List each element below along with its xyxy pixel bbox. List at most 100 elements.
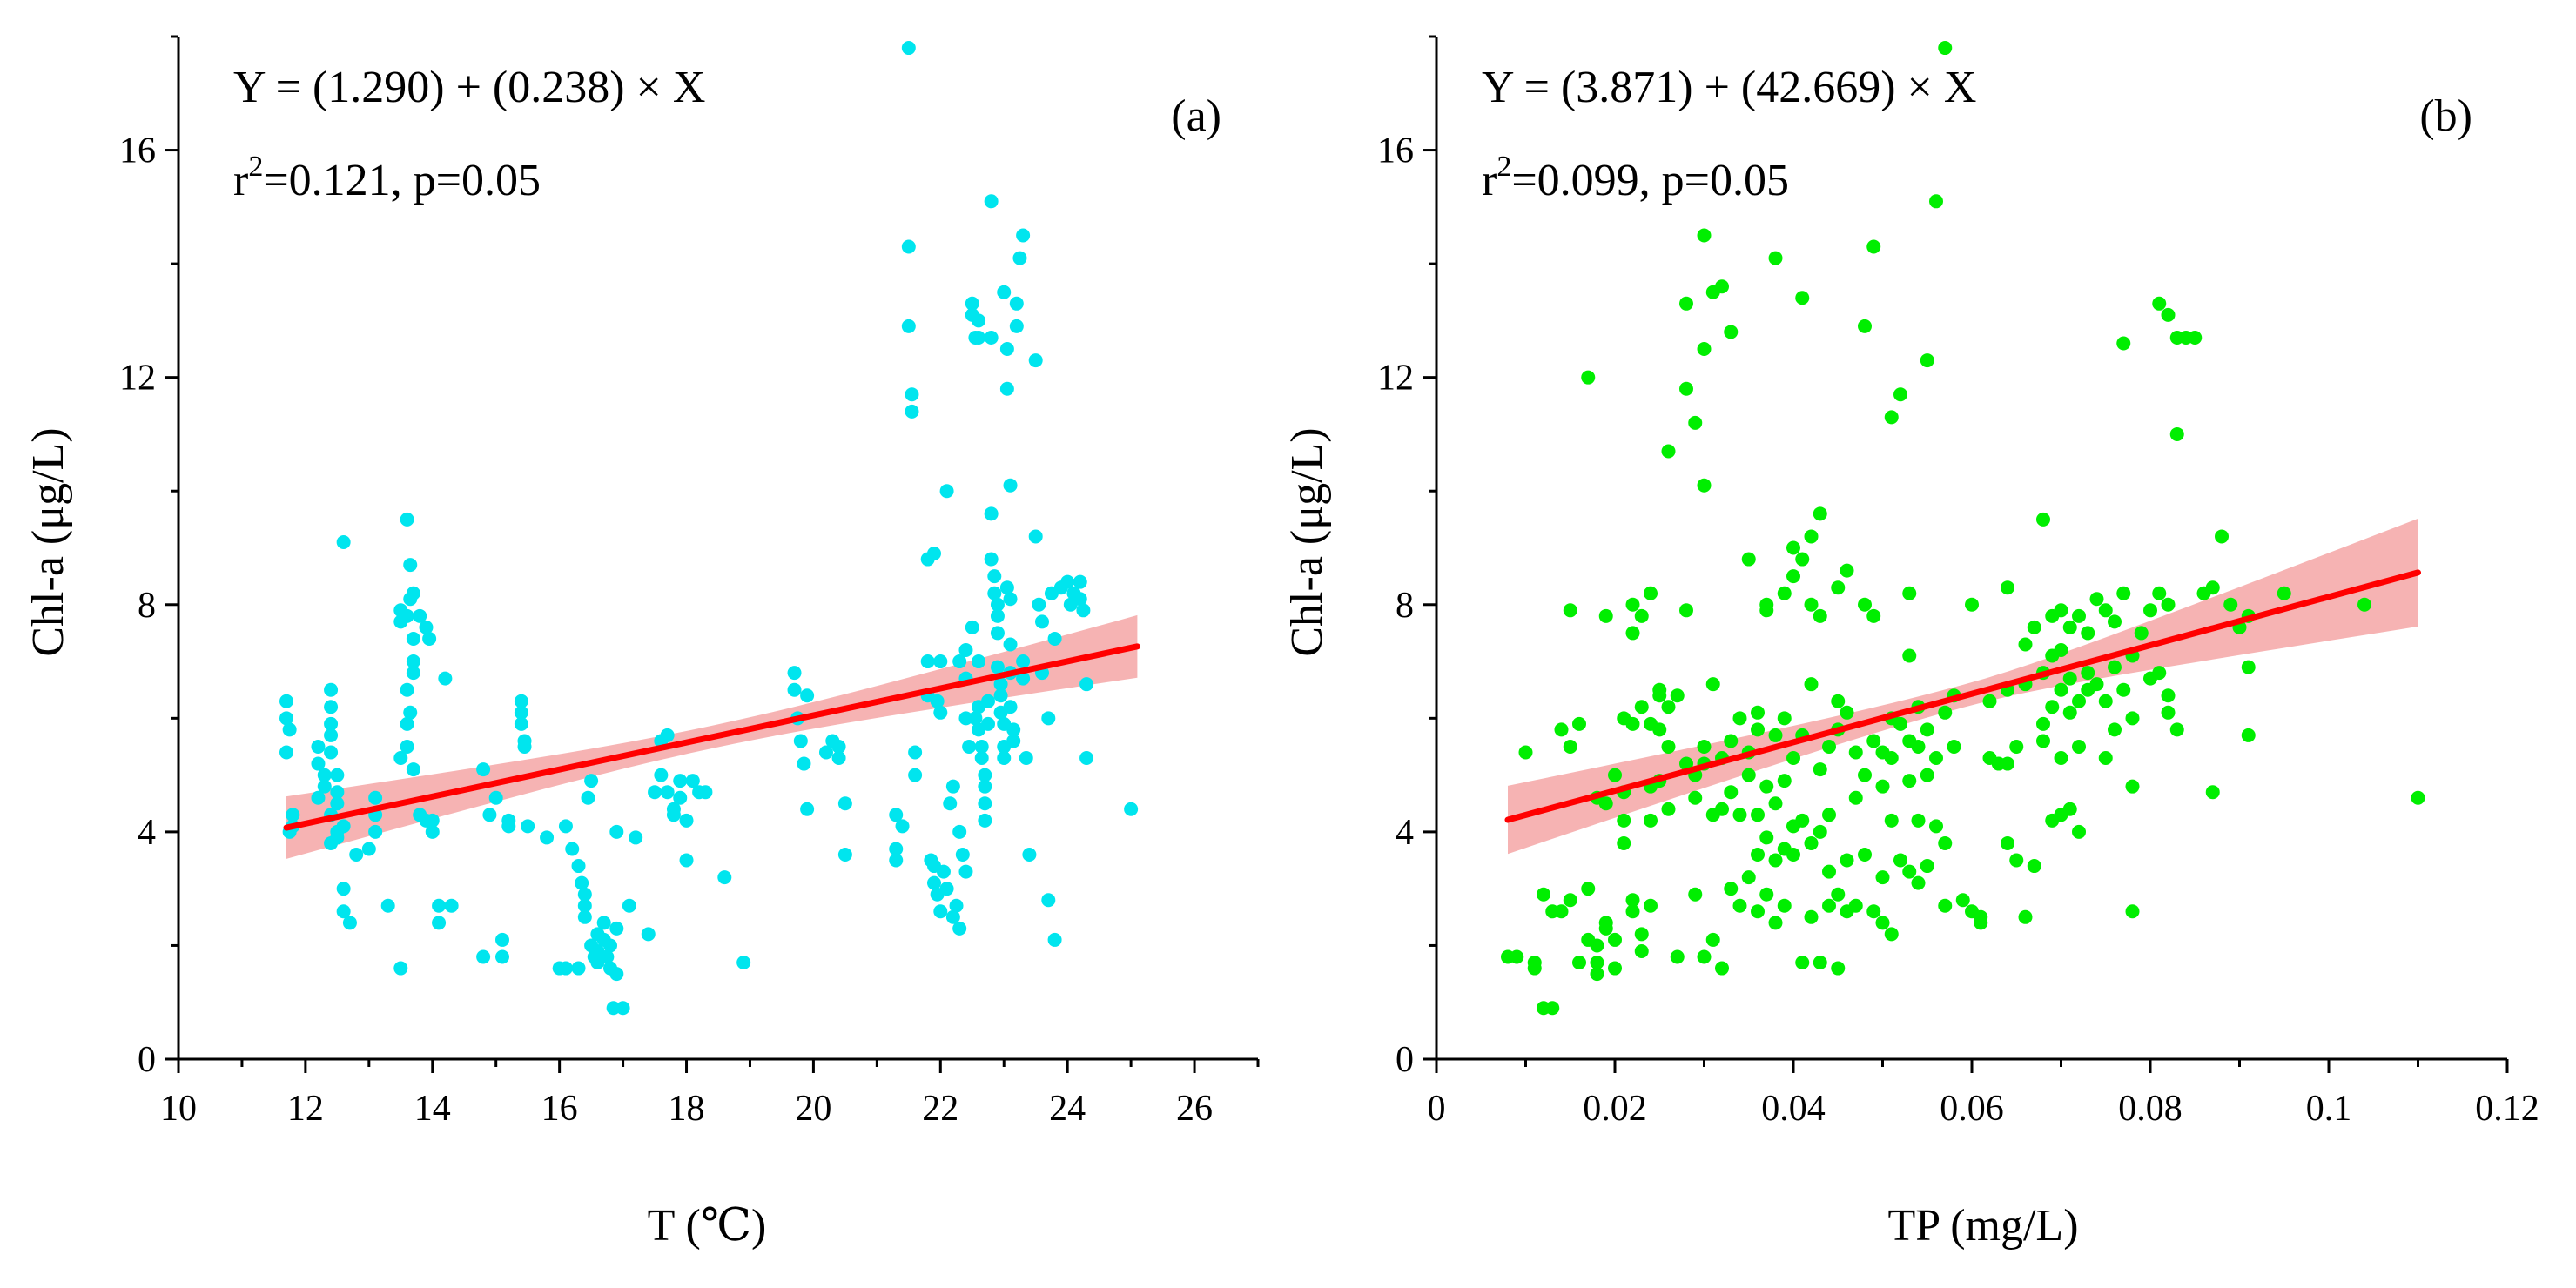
panel-b-data-point — [1858, 319, 1872, 333]
panel-b-data-point — [1777, 711, 1792, 726]
panel-a-data-point — [673, 790, 688, 805]
panel-b-data-point — [1813, 956, 1827, 970]
panel-b-data-point — [1751, 722, 1765, 737]
panel-b-data-point — [1929, 819, 1943, 834]
panel-a-data-point — [482, 808, 497, 822]
panel-b-data-point — [1679, 381, 1693, 396]
panel-b-data-point — [1697, 342, 1712, 357]
panel-a-x-axis-title: T (℃) — [648, 1201, 767, 1251]
panel-b-data-point — [2009, 739, 2024, 754]
panel-b-data-point — [2277, 586, 2291, 600]
panel-a-data-point — [1028, 529, 1043, 544]
panel-a-data-point — [1076, 603, 1091, 618]
panel-b-data-point — [2054, 682, 2068, 697]
panel-b-data-point — [1688, 887, 1703, 902]
panel-a-data-point — [432, 916, 447, 930]
panel-a-data-point — [279, 711, 293, 726]
panel-a-data-point — [282, 722, 297, 737]
panel-b-data-point — [1652, 722, 1667, 737]
panel-a: Y = (1.290) + (0.238) × X r2=0.121, p=0.… — [24, 35, 1260, 1251]
panel-b-data-point — [1902, 774, 1917, 788]
panel-a-data-point — [393, 961, 408, 976]
panel-b-data-point — [1813, 506, 1827, 521]
panel-a-data-point — [1035, 614, 1049, 629]
panel-b-data-point — [1929, 194, 1943, 209]
panel-a-data-point — [565, 842, 580, 856]
panel-a-data-point — [603, 938, 617, 953]
panel-a-data-point — [368, 824, 383, 839]
panel-a-data-point — [571, 961, 586, 976]
panel-a-data-point — [324, 716, 339, 731]
panel-b-data-point — [1625, 626, 1640, 641]
panel-a-data-point — [952, 824, 967, 839]
panel-b-data-point — [2134, 626, 2149, 641]
panel-a-data-point — [978, 779, 992, 794]
panel-b-data-point — [2054, 751, 2068, 766]
panel-b-data-point — [1911, 813, 1926, 828]
panel-b-data-point — [2161, 705, 2176, 720]
panel-a-data-point — [800, 688, 815, 703]
panel-b-data-point — [2205, 785, 2220, 800]
panel-a-data-point — [1073, 574, 1087, 589]
panel-a-data-point — [558, 961, 573, 976]
panel-b-data-point — [2027, 620, 2041, 634]
panel-a-data-point — [793, 734, 808, 748]
panel-a-data-point — [660, 728, 675, 742]
panel-b-data-point — [2116, 682, 2131, 697]
panel-a-data-point — [400, 512, 414, 527]
panel-b-data-point — [2054, 603, 2068, 618]
panel-b-data-point — [1644, 586, 1658, 600]
panel-b-data-point — [1590, 967, 1604, 982]
panel-b-data-point — [1625, 716, 1640, 731]
panel-b-data-point — [2152, 586, 2167, 600]
panel-a-y-tick-label: 0 — [138, 1040, 156, 1080]
panel-a-data-point — [905, 387, 919, 402]
panel-b-data-point — [1875, 779, 1890, 794]
panel-b-data-point — [1813, 762, 1827, 777]
panel-a-data-point — [406, 586, 420, 600]
panel-b-data-point — [2125, 904, 2140, 919]
panel-b-data-point — [1732, 711, 1747, 726]
panel-b-data-point — [2241, 660, 2256, 674]
panel-a-data-point — [679, 853, 694, 868]
panel-b-x-tick-label: 0.06 — [1940, 1089, 2004, 1129]
panel-b-data-point — [1751, 705, 1765, 720]
panel-a-x-tick-label: 26 — [1176, 1089, 1213, 1129]
panel-b-y-tick-label: 4 — [1396, 813, 1414, 853]
panel-a-data-point — [889, 853, 904, 868]
panel-a-data-point — [413, 608, 427, 623]
panel-a-data-point — [999, 342, 1014, 357]
panel-b-data-point — [1768, 796, 1783, 811]
panel-b-data-point — [1822, 898, 1836, 913]
panel-b-data-point — [1751, 848, 1765, 862]
panel-b-data-point — [2072, 694, 2086, 708]
panel-b-data-point — [1715, 961, 1729, 976]
panel-b-data-point — [1679, 603, 1693, 618]
panel-a-data-point — [361, 842, 376, 856]
panel-a-data-point — [1006, 734, 1021, 748]
panel-b-data-point — [1661, 739, 1676, 754]
panel-b-data-point — [1831, 694, 1846, 708]
panel-b-data-point — [1759, 830, 1774, 845]
panel-b-data-point — [1884, 927, 1899, 942]
panel-a-data-point — [1041, 893, 1056, 908]
panel-a-stats-sup: 2 — [248, 151, 263, 183]
panel-b-data-point — [1795, 552, 1810, 567]
panel-a-data-point — [609, 967, 624, 982]
panel-a-data-point — [993, 677, 1008, 692]
panel-a-data-point — [1047, 932, 1062, 947]
panel-a-data-point — [400, 682, 414, 697]
panel-a-data-point — [606, 1001, 621, 1016]
panel-a-data-point — [990, 626, 1005, 641]
panel-b-data-point — [1840, 563, 1854, 578]
panel-b-data-point — [1893, 387, 1907, 402]
panel-b-data-point — [2188, 330, 2203, 345]
panel-a-data-point — [540, 830, 555, 845]
panel-b-data-point — [1697, 228, 1712, 243]
panel-a-data-point — [1032, 597, 1046, 612]
panel-a-data-point — [901, 319, 916, 333]
panel-b-data-point — [1840, 705, 1854, 720]
panel-b-data-point — [1822, 808, 1836, 822]
panel-a-data-point — [615, 1001, 630, 1016]
panel-a-data-point — [972, 313, 986, 328]
